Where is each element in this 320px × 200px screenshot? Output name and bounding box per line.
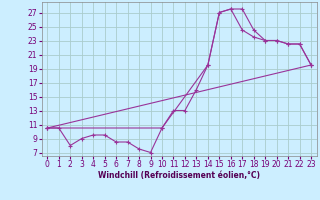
X-axis label: Windchill (Refroidissement éolien,°C): Windchill (Refroidissement éolien,°C)	[98, 171, 260, 180]
